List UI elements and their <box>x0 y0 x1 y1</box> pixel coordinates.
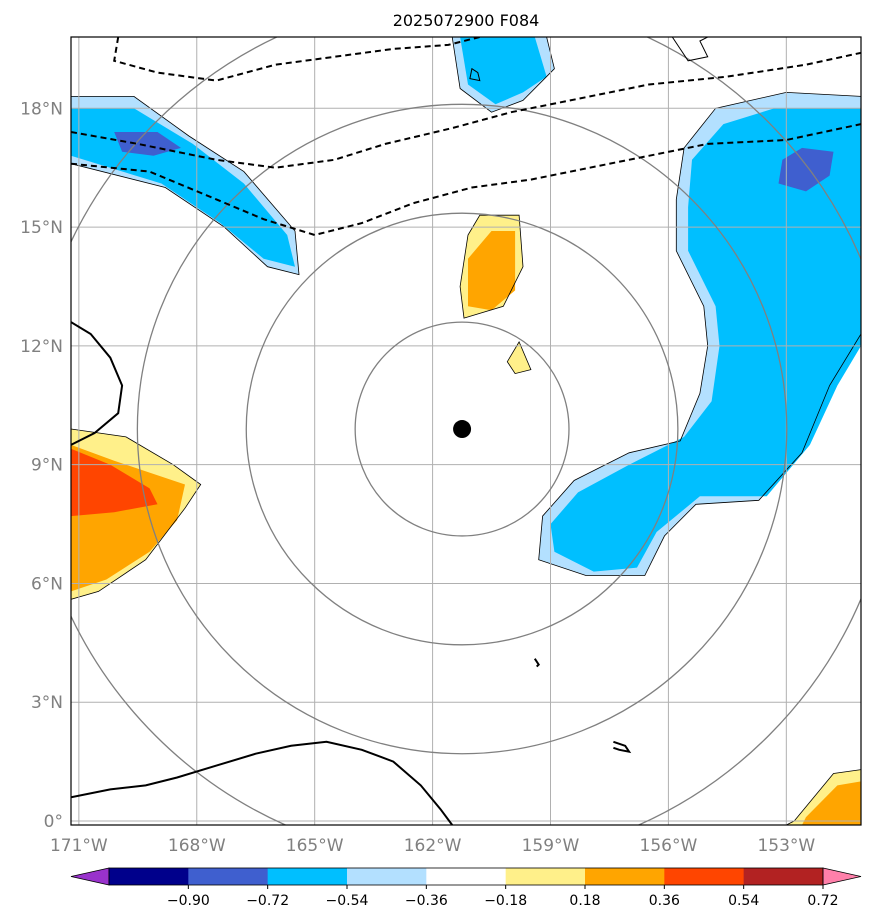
lon-tick-label: 165°W <box>286 836 344 856</box>
longitude-tick-labels: 171°W 168°W 165°W 162°W 159°W 156°W 153°W <box>50 836 815 856</box>
colorbar-segment <box>585 868 665 885</box>
solid-contour <box>71 740 454 825</box>
colorbar-tick-label: −0.36 <box>405 893 448 909</box>
colorbar: −0.90 −0.72 −0.54 −0.36 −0.18 0.18 0.36 0.54 0.7… <box>70 867 862 909</box>
field-shade-neg0p54-1 <box>778 147 834 192</box>
field-outline-1 <box>451 37 555 113</box>
lon-tick-label: 171°W <box>50 836 108 856</box>
field-outline-1 <box>506 341 532 375</box>
lon-tick-label: 168°W <box>168 836 226 856</box>
colorbar-tick-label: −0.72 <box>246 893 289 909</box>
island-outline <box>469 67 481 82</box>
dashed-contour <box>71 123 861 237</box>
gridlines <box>71 37 861 825</box>
colorbar-extend-low <box>70 867 110 886</box>
range-ring <box>245 212 679 646</box>
lon-tick-label: 156°W <box>640 836 698 856</box>
solid-contour <box>613 740 632 754</box>
contour-lines <box>71 37 861 825</box>
colorbar-segment <box>505 868 586 885</box>
field-shade-0p36-2 <box>802 781 861 825</box>
colorbar-tick-label: −0.90 <box>167 893 210 909</box>
colorbar-segment <box>743 868 824 885</box>
colorbar-tick-label: −0.18 <box>484 893 527 909</box>
coastline <box>671 37 709 62</box>
field-shade-0p18-1 <box>507 341 531 374</box>
lon-tick-label: 153°W <box>757 836 815 856</box>
lat-tick-label: 3°N <box>31 693 63 713</box>
lat-tick-label: 15°N <box>20 218 63 238</box>
field-shade-0p54-0 <box>71 448 158 517</box>
colorbar-tick-label: 0.36 <box>649 893 680 909</box>
colorbar-tick-label: 0.18 <box>569 893 600 909</box>
lat-tick-label: 0° <box>44 812 63 832</box>
solid-contour <box>533 658 540 668</box>
map-frame <box>70 36 862 826</box>
range-rings <box>71 37 861 825</box>
colorbar-segment <box>188 868 269 885</box>
colorbar-tick-label: 0.54 <box>728 893 759 909</box>
solid-contour <box>71 321 124 446</box>
colorbar-segment <box>109 868 189 885</box>
colorbar-extend-high <box>822 867 862 886</box>
figure-title: 2025072900 F084 <box>393 11 540 30</box>
lon-tick-label: 162°W <box>404 836 462 856</box>
colorbar-segment <box>347 868 427 885</box>
latitude-tick-labels: 0° 3°N 6°N 9°N 12°N 15°N 18°N <box>20 99 63 832</box>
lat-tick-label: 6°N <box>31 574 63 594</box>
lat-tick-label: 12°N <box>20 337 63 357</box>
colorbar-frame <box>108 867 824 886</box>
range-ring <box>136 103 788 755</box>
colorbar-segment <box>664 868 745 885</box>
colorbar-segment <box>267 868 348 885</box>
field-outline-0 <box>71 96 300 276</box>
field-outline-2 <box>71 428 202 600</box>
dashed-contour <box>113 37 481 82</box>
colorbar-tick-label: −0.54 <box>326 893 369 909</box>
lat-tick-label: 18°N <box>20 99 63 119</box>
field-shade-neg0p36-1 <box>460 37 547 105</box>
range-ring <box>354 321 570 537</box>
map-plot-area <box>71 37 861 825</box>
storm-center-marker <box>453 420 472 439</box>
field-outline-3 <box>786 769 861 825</box>
field-shade-neg0p36-2 <box>550 108 861 572</box>
colorbar-tick-label: 0.72 <box>807 893 838 909</box>
lon-tick-label: 159°W <box>522 836 580 856</box>
lat-tick-label: 9°N <box>31 456 63 476</box>
field-outline-0 <box>459 214 524 319</box>
field-outline-2 <box>538 91 861 576</box>
colorbar-segment <box>426 868 507 885</box>
field-shade-0p36-0 <box>468 231 516 311</box>
